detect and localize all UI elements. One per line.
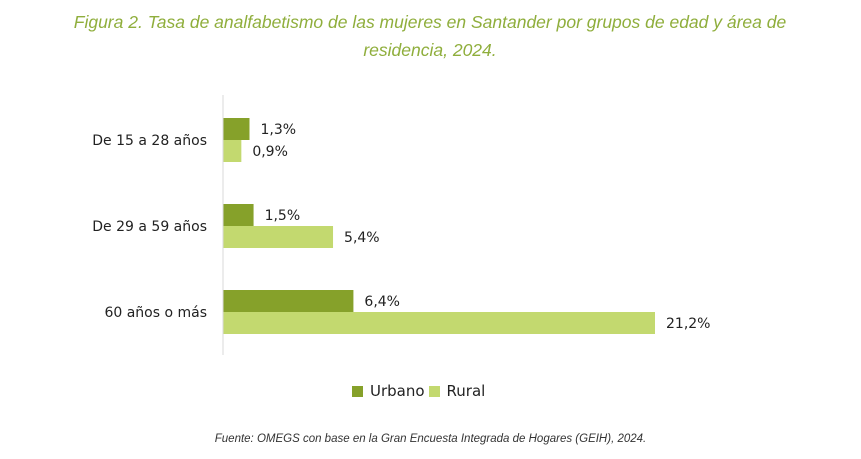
legend: Urbano Rural	[352, 382, 485, 400]
category-label: De 15 a 28 años	[92, 133, 207, 149]
bar-urbano	[223, 290, 354, 312]
data-label: 0,9%	[252, 144, 288, 160]
bar-urbano	[223, 204, 254, 226]
category-label: 60 años o más	[104, 305, 207, 321]
bar-rural	[223, 312, 655, 334]
category-label: De 29 a 59 años	[92, 219, 207, 235]
data-label: 5,4%	[344, 230, 380, 246]
data-label: 1,3%	[260, 122, 296, 138]
bar-rural	[223, 226, 334, 248]
legend-label-rural: Rural	[446, 382, 486, 400]
chart-title: Figura 2. Tasa de analfabetismo de las m…	[73, 12, 787, 60]
data-label: 1,5%	[265, 208, 301, 224]
data-label: 6,4%	[364, 294, 400, 310]
legend-swatch-urbano	[352, 385, 363, 397]
bar-rural	[223, 140, 242, 162]
legend-swatch-rural	[428, 385, 440, 397]
data-label: 21,2%	[666, 316, 710, 332]
source-note: Fuente: OMEGS con base en la Gran Encues…	[214, 433, 647, 445]
legend-label-urbano: Urbano	[370, 382, 425, 400]
bar-urbano	[223, 118, 250, 140]
